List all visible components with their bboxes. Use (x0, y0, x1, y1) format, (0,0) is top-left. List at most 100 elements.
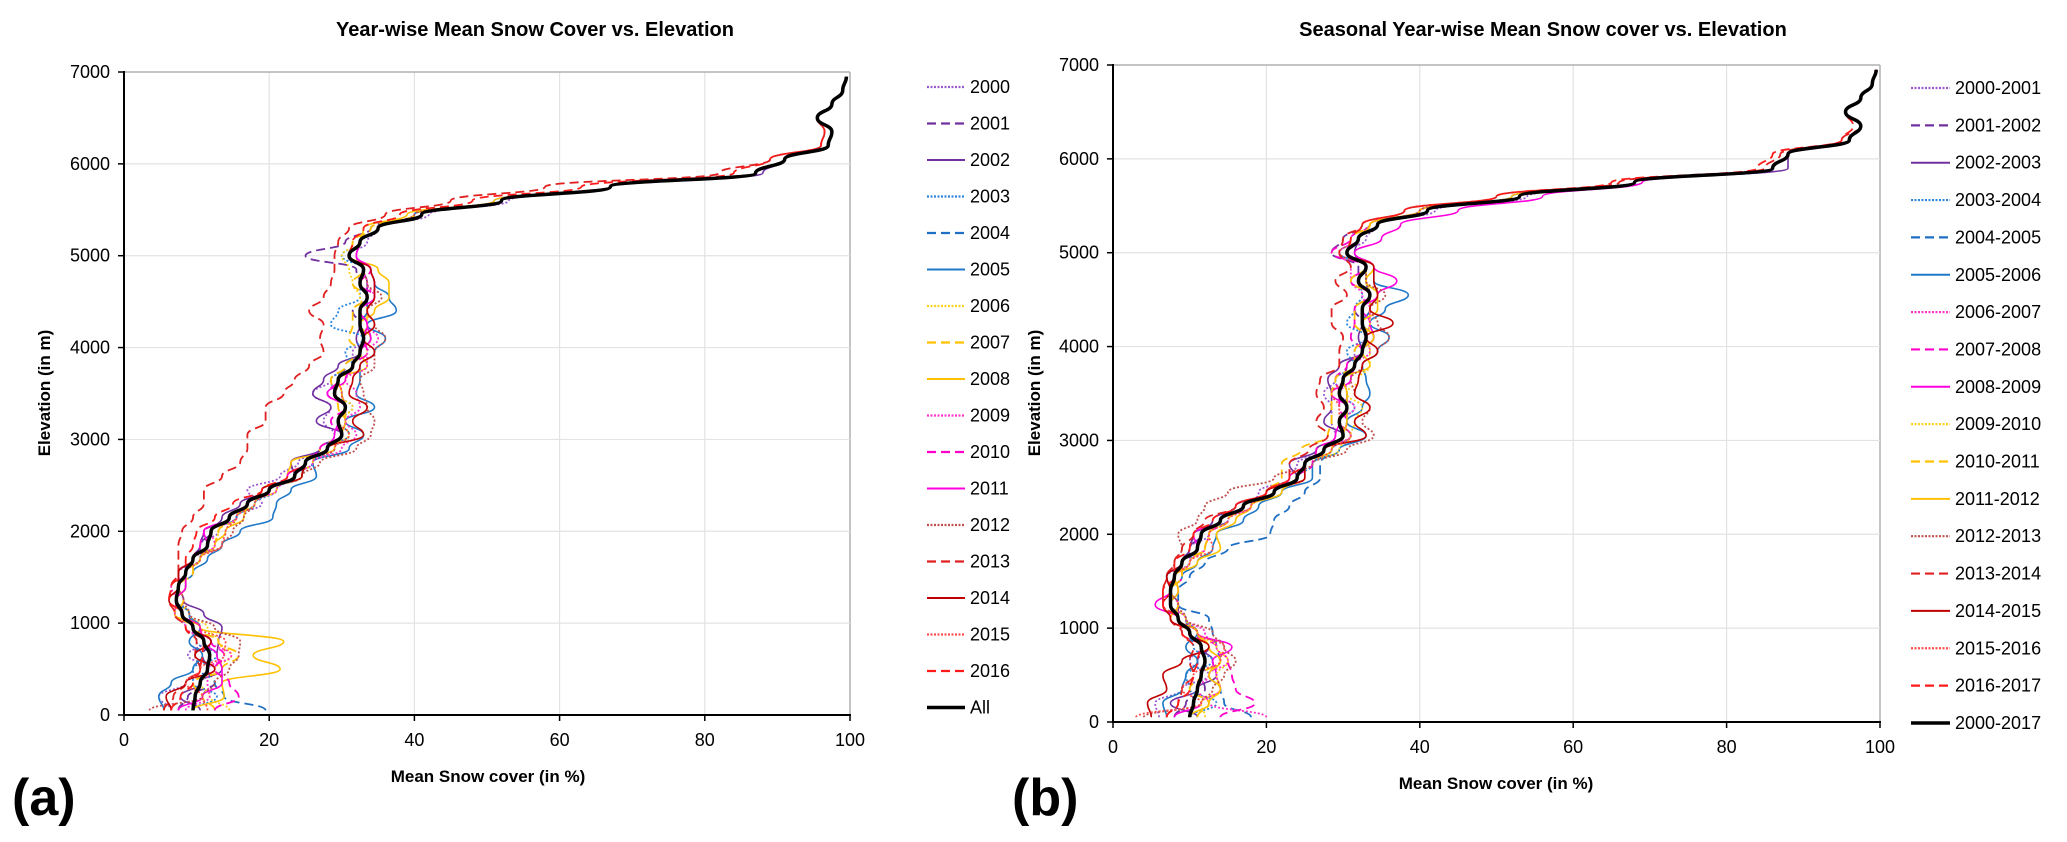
y-tick-labels: 0 1000 2000 3000 4000 5000 6000 7000 (1059, 55, 1099, 732)
y-tick-labels: 0 1000 2000 3000 4000 5000 6000 7000 (70, 62, 110, 725)
gridlines (1113, 64, 1881, 722)
x-tick-label: 40 (404, 730, 424, 750)
legend-label: 2004-2005 (1955, 227, 2041, 247)
series-line-2009 (170, 76, 848, 711)
legend-item: All (927, 698, 990, 718)
x-tick-label: 20 (1256, 737, 1276, 757)
legend-label: 2016 (970, 661, 1010, 681)
x-tick-labels: 0 20 40 60 80 100 (119, 730, 865, 750)
legend-item: 2008 (927, 369, 1010, 389)
chart-title: Seasonal Year-wise Mean Snow cover vs. E… (1299, 19, 1787, 41)
legend-item: 2014-2015 (1911, 601, 2041, 621)
series-line-2003 (175, 76, 848, 711)
series-line-2011 (175, 76, 848, 711)
legend-item: 2009 (927, 406, 1010, 426)
legend-label: All (970, 698, 990, 718)
legend-label: 2009-2010 (1955, 414, 2041, 434)
series-line-2014-2015 (1146, 69, 1877, 718)
x-tick-label: 80 (695, 730, 715, 750)
legend-item: 2004-2005 (1911, 227, 2041, 247)
legend-label: 2000-2001 (1955, 78, 2041, 98)
legend-item: 2000 (927, 77, 1010, 97)
legend-label: 2005-2006 (1955, 265, 2041, 285)
axes (118, 71, 851, 721)
legend: 2000 2001 2002 2003 2004 2005 2006 2007 2008 2009… (927, 77, 1010, 718)
legend-label: 2007-2008 (1955, 339, 2041, 359)
legend-label: 2008-2009 (1955, 377, 2041, 397)
series-line-2005-2006 (1162, 69, 1877, 718)
y-tick-label: 2000 (1059, 524, 1099, 544)
legend-label: 2015 (970, 625, 1010, 645)
gridlines (124, 71, 851, 715)
legend-item: 2011 (927, 479, 1009, 499)
y-tick-label: 3000 (1059, 430, 1099, 450)
legend-item: 2006 (927, 296, 1010, 316)
legend-item: 2001-2002 (1911, 115, 2041, 135)
series-line-2008-2009 (1154, 69, 1877, 718)
x-tick-label: 60 (550, 730, 570, 750)
legend-item: 2008-2009 (1911, 377, 2041, 397)
legend-item: 2016-2017 (1911, 676, 2041, 696)
series-line-2012 (148, 76, 848, 712)
y-axis-label: Elevation (in m) (35, 330, 54, 457)
panel-label-b: (b) (1012, 769, 1078, 827)
series-line-2010 (175, 76, 848, 711)
series-line-2002 (177, 76, 848, 711)
legend-item: 2006-2007 (1911, 302, 2041, 322)
legend-label: 2013 (970, 552, 1010, 572)
legend-item: 2012-2013 (1911, 526, 2041, 546)
panel-label-a: (a) (12, 769, 76, 827)
legend-label: 2011 (970, 479, 1009, 499)
legend-label: 2003-2004 (1955, 190, 2041, 210)
series-line-2004 (175, 76, 848, 712)
series-line-2001-2002 (1165, 69, 1878, 718)
legend-item: 2005-2006 (1911, 265, 2041, 285)
legend-label: 2008 (970, 369, 1010, 389)
series-line-2012-2013 (1142, 69, 1878, 719)
legend-label: 2000 (970, 77, 1010, 97)
legend-label: 2014 (970, 588, 1010, 608)
y-tick-label: 4000 (1059, 337, 1099, 357)
series-line-2001 (175, 76, 848, 711)
legend-label: 2005 (970, 260, 1010, 280)
x-tick-label: 60 (1563, 737, 1583, 757)
series-line-2013 (163, 76, 848, 711)
legend-item: 2014 (927, 588, 1010, 608)
legend-item: 2012 (927, 515, 1010, 535)
legend-item: 2003-2004 (1911, 190, 2041, 210)
y-tick-label: 7000 (1059, 55, 1099, 75)
legend-label: 2004 (970, 223, 1010, 243)
series-line-2015 (175, 76, 848, 711)
series-line-2000-2017 (1168, 69, 1878, 718)
legend-item: 2013-2014 (1911, 564, 2041, 584)
series-line-2015-2016 (1135, 69, 1878, 719)
legend-label: 2006 (970, 296, 1010, 316)
legend-item: 2007-2008 (1911, 339, 2041, 359)
series-line-2007 (173, 76, 848, 711)
y-tick-label: 7000 (70, 62, 110, 82)
legend-label: 2012-2013 (1955, 526, 2041, 546)
x-axis-label: Mean Snow cover (in %) (391, 767, 586, 786)
legend-label: 2011-2012 (1955, 489, 2040, 509)
series-line-2010-2011 (1169, 69, 1878, 718)
legend-label: 2001-2002 (1955, 115, 2041, 135)
y-tick-label: 3000 (70, 429, 110, 449)
legend-item: 2005 (927, 260, 1010, 280)
series-line-2006-2007 (1169, 69, 1878, 719)
legend-label: 2014-2015 (1955, 601, 2041, 621)
series-line-2014 (165, 76, 848, 711)
legend-item: 2000-2001 (1911, 78, 2041, 98)
legend-item: 2010-2011 (1911, 452, 2040, 472)
legend-label: 2015-2016 (1955, 638, 2041, 658)
series-line-2003-2004 (1169, 69, 1878, 718)
legend-item: 2003 (927, 187, 1010, 207)
series-line-2013-2014 (1161, 69, 1878, 718)
series-line-2016 (168, 76, 848, 711)
legend-item: 2000-2017 (1911, 713, 2041, 733)
y-tick-label: 1000 (1059, 618, 1099, 638)
chart-panel-a: Year-wise Mean Snow Cover vs. Elevation … (12, 19, 1010, 827)
chart-title: Year-wise Mean Snow Cover vs. Elevation (336, 19, 734, 41)
series-line-2007-2008 (1169, 69, 1878, 718)
legend-label: 2007 (970, 333, 1010, 353)
